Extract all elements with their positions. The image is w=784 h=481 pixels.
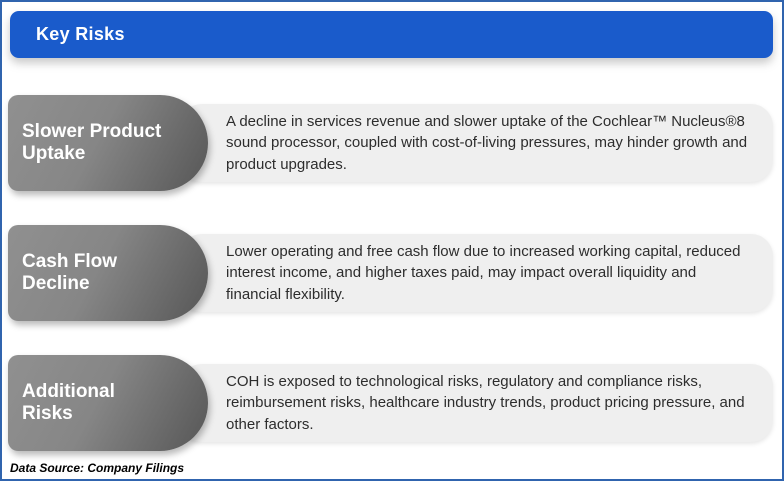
risk-label-pill: Additional Risks [8,355,208,451]
header-bar: Key Risks [10,11,773,58]
risk-rows: A decline in services revenue and slower… [8,95,773,479]
risk-row-cash-flow-decline: Lower operating and free cash flow due t… [8,225,773,321]
risk-description-panel: A decline in services revenue and slower… [180,104,773,182]
risk-row-additional-risks: COH is exposed to technological risks, r… [8,355,773,451]
page-title: Key Risks [36,24,125,44]
risk-row-slower-product-uptake: A decline in services revenue and slower… [8,95,773,191]
risk-label-pill: Slower Product Uptake [8,95,208,191]
risk-description-text: COH is exposed to technological risks, r… [226,373,745,433]
risk-label-text: Cash Flow Decline [22,250,118,294]
data-source-note: Data Source: Company Filings [10,461,185,475]
risk-label-text: Slower Product Uptake [22,120,162,164]
risk-description-text: A decline in services revenue and slower… [226,113,748,173]
risk-description-panel: Lower operating and free cash flow due t… [180,234,773,312]
risk-description-text: Lower operating and free cash flow due t… [226,243,741,303]
risk-description-panel: COH is exposed to technological risks, r… [180,364,773,442]
risk-label-text: Additional Risks [22,380,115,424]
risk-label-pill: Cash Flow Decline [8,225,208,321]
